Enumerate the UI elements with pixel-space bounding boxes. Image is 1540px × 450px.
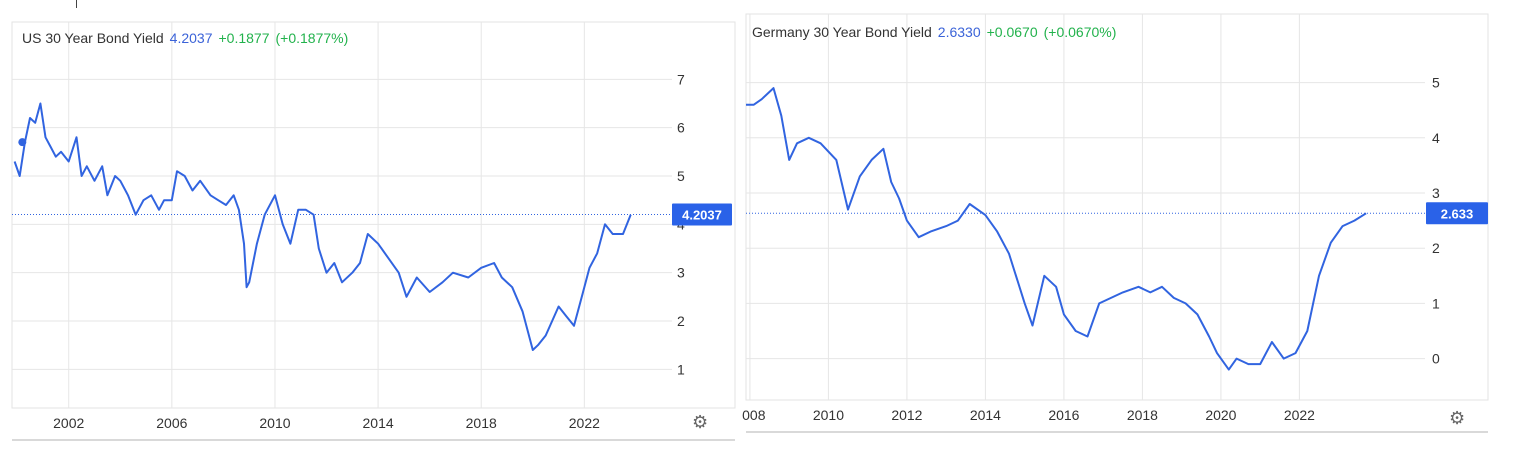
germany-x-tick-label: 2022 — [1284, 407, 1315, 423]
germany-change-value: +0.0670 — [986, 24, 1038, 40]
us-bond-chart: 12345672002200620102014201820224.2037 — [11, 21, 736, 441]
germany-x-tick-label: 2020 — [1205, 407, 1236, 423]
us-highlight-point — [18, 138, 27, 147]
germany-yield-line — [746, 87, 1367, 371]
us-chart-header: US 30 Year Bond Yield 4.2037 +0.1877 (+0.18… — [22, 30, 354, 46]
us-y-tick-label: 7 — [677, 71, 685, 87]
germany-x-tick-label: 2012 — [891, 407, 922, 423]
germany-y-tick-label: 2 — [1432, 240, 1440, 256]
us-price-badge-label: 4.2037 — [682, 207, 722, 222]
germany-price-badge-label: 2.633 — [1441, 206, 1474, 221]
germany-y-tick-label: 1 — [1432, 295, 1440, 311]
germany-y-tick-label: 0 — [1432, 351, 1440, 367]
germany-x-tick-label: 2010 — [813, 407, 844, 423]
us-change-percent: (+0.1877%) — [275, 30, 349, 46]
us-price-badge — [672, 203, 732, 226]
germany-x-tick-label: 2014 — [970, 407, 1001, 423]
us-last-value: 4.2037 — [169, 30, 213, 46]
corner-tick-mark — [76, 0, 77, 8]
us-x-tick-label: 2018 — [466, 415, 497, 431]
germany-chart-title: Germany 30 Year Bond Yield — [752, 24, 932, 40]
us-chart-title: US 30 Year Bond Yield — [22, 30, 164, 46]
us-y-tick-label: 2 — [677, 313, 685, 329]
us-bond-chart-panel: 12345672002200620102014201820224.2037 US… — [0, 0, 740, 450]
gear-icon[interactable]: ⚙ — [1449, 408, 1466, 428]
us-y-tick-label: 1 — [677, 361, 685, 377]
germany-price-badge — [1426, 202, 1488, 225]
us-y-tick-label: 3 — [677, 265, 685, 281]
us-x-tick-label: 2022 — [569, 415, 600, 431]
us-x-tick-label: 2010 — [259, 415, 290, 431]
us-x-tick-label: 2002 — [53, 415, 84, 431]
germany-x-tick-label: 2018 — [1127, 407, 1158, 423]
germany-y-tick-label: 5 — [1432, 75, 1440, 91]
us-x-tick-label: 2006 — [156, 415, 187, 431]
germany-chart-header: Germany 30 Year Bond Yield 2.6330 +0.0670 (… — [752, 24, 1122, 40]
germany-x-tick-label: 2016 — [1048, 407, 1079, 423]
gear-icon[interactable]: ⚙ — [692, 412, 709, 432]
us-y-tick-label: 5 — [677, 168, 685, 184]
us-plot-frame — [11, 21, 736, 409]
germany-change-percent: (+0.0670%) — [1043, 24, 1117, 40]
germany-y-tick-label: 4 — [1432, 130, 1440, 146]
germany-bond-chart-panel: 0 1 2 3 4 5 2008 2010 2012 2014 2016 2018 2020 2022 2.… — [742, 0, 1540, 450]
germany-last-value: 2.6330 — [937, 24, 981, 40]
us-change-value: +0.1877 — [218, 30, 270, 46]
germany-plot-frame — [745, 13, 1489, 401]
us-yield-line — [13, 102, 632, 351]
germany-x-tick-label: 2008 — [742, 407, 766, 423]
us-y-tick-label: 6 — [677, 120, 685, 136]
germany-y-tick-label: 3 — [1432, 185, 1440, 201]
germany-bond-chart: 0 1 2 3 4 5 2008 2010 2012 2014 2016 2018 2020 2022 2.… — [742, 13, 1489, 433]
us-x-tick-label: 2014 — [363, 415, 394, 431]
